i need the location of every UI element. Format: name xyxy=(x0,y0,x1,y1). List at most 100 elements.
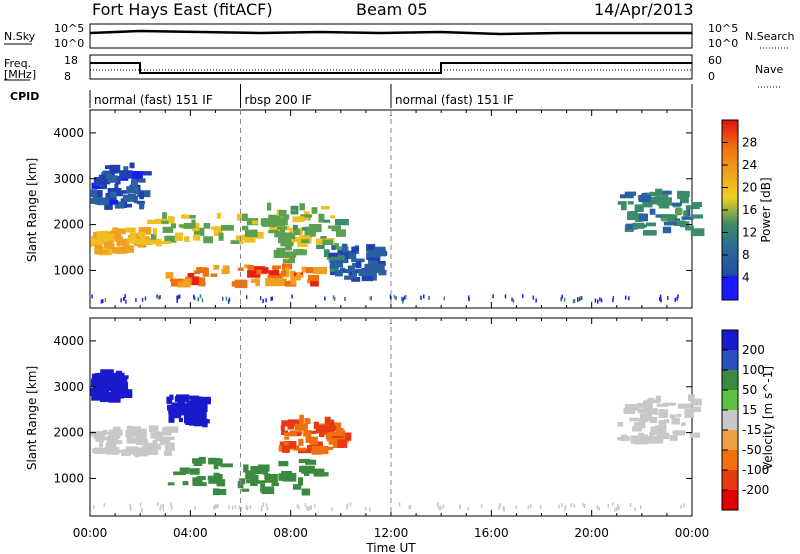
heatmap-cell xyxy=(612,296,615,300)
heatmap-cell xyxy=(329,419,335,428)
heatmap-cell xyxy=(298,458,310,463)
heatmap-cell xyxy=(301,239,310,243)
heatmap-cell xyxy=(250,278,256,283)
heatmap-cell xyxy=(658,409,669,418)
heatmap-cell xyxy=(132,447,146,456)
heatmap-cell xyxy=(297,241,308,248)
heatmap-cell xyxy=(655,214,666,218)
heatmap-cell xyxy=(117,236,124,242)
colorbar-swatch xyxy=(722,430,738,450)
heatmap-cell xyxy=(570,503,573,508)
heatmap-cell xyxy=(126,437,138,444)
colorbar-tick-label: 8 xyxy=(742,248,750,262)
heatmap-cell xyxy=(632,222,645,229)
heatmap-cell xyxy=(160,504,162,509)
heatmap-cell xyxy=(193,461,203,466)
colorbar-swatch xyxy=(722,370,738,390)
heatmap-cell xyxy=(420,295,422,300)
heatmap-cell xyxy=(131,172,143,179)
colorbar-swatch xyxy=(722,470,738,490)
heatmap-cell xyxy=(346,503,349,508)
heatmap-cell xyxy=(311,445,322,455)
heatmap-cell xyxy=(511,297,513,302)
heatmap-cell xyxy=(646,411,653,417)
heatmap-cell xyxy=(284,281,297,287)
heatmap-cell xyxy=(366,244,376,252)
heatmap-cell xyxy=(177,400,186,404)
x-tick-label: 20:00 xyxy=(574,526,609,540)
heatmap-cell xyxy=(90,387,96,396)
heatmap-cell xyxy=(351,246,356,254)
heatmap-cell xyxy=(662,190,672,195)
heatmap-cell xyxy=(123,297,125,301)
heatmap-cell xyxy=(364,506,367,511)
heatmap-cell xyxy=(292,216,305,223)
heatmap-cell xyxy=(303,472,310,476)
heatmap-cell xyxy=(239,478,246,485)
heatmap-cell xyxy=(99,397,109,403)
nsky-panel xyxy=(89,23,693,49)
heatmap-cell xyxy=(580,296,583,301)
heatmap-cell xyxy=(176,394,186,399)
heatmap-cell xyxy=(671,417,680,425)
x-tick-label: 16:00 xyxy=(474,526,509,540)
heatmap-cell xyxy=(667,296,669,300)
heatmap-cell xyxy=(293,229,301,236)
heatmap-cell xyxy=(90,197,98,204)
heatmap-cell xyxy=(272,265,281,269)
heatmap-cell xyxy=(348,265,355,269)
heatmap-cell xyxy=(114,184,119,191)
heatmap-cell xyxy=(193,227,205,236)
heatmap-cell xyxy=(193,411,204,416)
heatmap-cell xyxy=(162,427,172,436)
heatmap-cell xyxy=(159,507,161,512)
heatmap-cell xyxy=(583,503,586,508)
heatmap-cell xyxy=(161,220,169,224)
heatmap-cell xyxy=(503,507,505,512)
heatmap-cell xyxy=(283,214,290,220)
heatmap-cell xyxy=(177,295,179,300)
heatmap-cell xyxy=(250,466,263,475)
heatmap-cell xyxy=(109,230,116,236)
nsky-label: N.Sky xyxy=(4,30,36,43)
heatmap-cell xyxy=(150,233,157,240)
heatmap-cell xyxy=(93,505,95,510)
heatmap-cell xyxy=(659,294,662,299)
heatmap-cell xyxy=(298,505,300,510)
heatmap-cell xyxy=(607,504,610,509)
y-tick-label: 4000 xyxy=(53,334,84,348)
heatmap-cell xyxy=(264,473,271,479)
heatmap-cell xyxy=(265,298,267,303)
heatmap-cell xyxy=(110,190,123,197)
heatmap-cell xyxy=(597,299,599,304)
heatmap-cell xyxy=(327,225,341,229)
heatmap-cell xyxy=(273,250,285,258)
heatmap-cell xyxy=(93,433,106,439)
heatmap-cell xyxy=(561,294,563,299)
heatmap-cell xyxy=(105,443,117,451)
heatmap-cell xyxy=(612,298,614,303)
nave-bottom-tick: 0 xyxy=(708,70,715,83)
heatmap-cell xyxy=(393,294,396,299)
heatmap-cell xyxy=(306,418,311,424)
heatmap-cell xyxy=(578,297,581,302)
heatmap-cell xyxy=(104,202,113,210)
heatmap-cell xyxy=(284,251,297,258)
x-tick-label: 00:00 xyxy=(73,526,108,540)
heatmap-cell xyxy=(315,425,328,434)
heatmap-cell xyxy=(637,402,644,408)
heatmap-cell xyxy=(635,213,643,222)
heatmap-cell xyxy=(254,480,266,484)
heatmap-cell xyxy=(291,208,297,212)
heatmap-cell xyxy=(107,374,118,381)
heatmap-cell xyxy=(680,504,682,509)
heatmap-cell xyxy=(618,506,620,510)
heatmap-cell xyxy=(196,277,205,283)
heatmap-cell xyxy=(266,506,269,511)
colorbar-tick-label: -15 xyxy=(742,423,762,437)
heatmap-cell xyxy=(136,438,148,446)
heatmap-cell xyxy=(159,439,171,445)
heatmap-cell xyxy=(247,265,254,271)
heatmap-cell xyxy=(170,280,185,287)
heatmap-cell xyxy=(390,296,392,301)
